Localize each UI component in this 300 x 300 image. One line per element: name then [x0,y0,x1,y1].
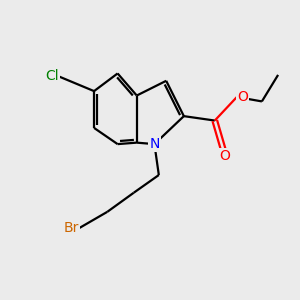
Text: Cl: Cl [45,69,59,83]
Text: Br: Br [64,221,79,235]
Text: O: O [220,149,230,163]
Text: N: N [149,137,160,151]
Text: O: O [237,90,248,104]
